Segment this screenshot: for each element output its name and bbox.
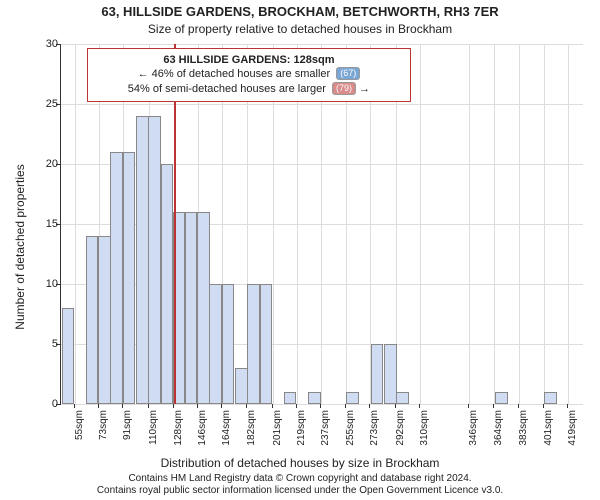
reference-infobox: 63 HILLSIDE GARDENS: 128sqm← 46% of deta… (87, 48, 411, 103)
page-title-line1: 63, HILLSIDE GARDENS, BROCKHAM, BETCHWOR… (0, 4, 600, 19)
xtick-mark (518, 404, 519, 408)
histogram-bar (209, 284, 221, 404)
xtick-mark (320, 404, 321, 408)
histogram-bar (197, 212, 209, 404)
xtick-label: 164sqm (221, 410, 232, 458)
gridline-x (568, 44, 569, 404)
xtick-mark (369, 404, 370, 408)
histogram-bar (136, 116, 148, 404)
ytick-label: 15 (36, 218, 58, 230)
xtick-label: 383sqm (518, 410, 529, 458)
histogram-bar (148, 116, 160, 404)
y-axis-label: Number of detached properties (13, 137, 27, 357)
histogram-bar (86, 236, 98, 404)
xtick-label: 237sqm (320, 410, 331, 458)
xtick-label: 110sqm (148, 410, 159, 458)
xtick-label: 146sqm (197, 410, 208, 458)
xtick-mark (98, 404, 99, 408)
histogram-bar (247, 284, 259, 404)
gridline-x (75, 44, 76, 404)
xtick-mark (246, 404, 247, 408)
xtick-mark (74, 404, 75, 408)
license-line1: Contains HM Land Registry data © Crown c… (128, 473, 471, 484)
xtick-label: 55sqm (74, 410, 85, 458)
xtick-mark (493, 404, 494, 408)
histogram-plot-area: 63 HILLSIDE GARDENS: 128sqm← 46% of deta… (60, 44, 583, 405)
histogram-bar (260, 284, 272, 404)
histogram-bar (62, 308, 74, 404)
ytick-label: 30 (36, 38, 58, 50)
license-line2: Contains royal public sector information… (97, 485, 503, 496)
xtick-label: 219sqm (296, 410, 307, 458)
infobox-title: 63 HILLSIDE GARDENS: 128sqm (96, 53, 402, 68)
xtick-mark (345, 404, 346, 408)
infobox-smaller-line: ← 46% of detached houses are smaller (67… (96, 67, 402, 82)
histogram-bar (185, 212, 197, 404)
gridline-x (544, 44, 545, 404)
gridline-x (494, 44, 495, 404)
ytick-label: 0 (36, 398, 58, 410)
xtick-mark (419, 404, 420, 408)
ytick-label: 10 (36, 278, 58, 290)
histogram-bar (371, 344, 383, 404)
ytick-label: 25 (36, 98, 58, 110)
xtick-label: 91sqm (122, 410, 133, 458)
xtick-label: 419sqm (567, 410, 578, 458)
histogram-bar (123, 152, 135, 404)
xtick-label: 73sqm (98, 410, 109, 458)
histogram-bar (384, 344, 396, 404)
histogram-bar (110, 152, 122, 404)
histogram-bar (222, 284, 234, 404)
xtick-label: 401sqm (543, 410, 554, 458)
infobox-smaller-badge: (67) (336, 67, 360, 80)
histogram-bar (308, 392, 320, 404)
infobox-larger-line: 54% of semi-detached houses are larger (… (96, 82, 402, 97)
xtick-mark (543, 404, 544, 408)
histogram-bar (495, 392, 507, 404)
xtick-mark (395, 404, 396, 408)
xtick-mark (148, 404, 149, 408)
xtick-mark (567, 404, 568, 408)
xtick-mark (272, 404, 273, 408)
infobox-larger-badge: (79) (332, 82, 356, 95)
xtick-label: 201sqm (272, 410, 283, 458)
gridline-x (420, 44, 421, 404)
histogram-bar (235, 368, 247, 404)
gridline-x (469, 44, 470, 404)
gridline-x (519, 44, 520, 404)
xtick-label: 364sqm (493, 410, 504, 458)
ytick-label: 20 (36, 158, 58, 170)
x-axis-label: Distribution of detached houses by size … (0, 456, 600, 470)
xtick-label: 292sqm (395, 410, 406, 458)
gridline-y (61, 404, 583, 405)
page-title-line2: Size of property relative to detached ho… (0, 22, 600, 36)
xtick-mark (221, 404, 222, 408)
xtick-label: 128sqm (173, 410, 184, 458)
xtick-label: 310sqm (419, 410, 430, 458)
xtick-mark (296, 404, 297, 408)
xtick-label: 255sqm (345, 410, 356, 458)
xtick-mark (173, 404, 174, 408)
histogram-bar (161, 164, 173, 404)
xtick-mark (122, 404, 123, 408)
license-text: Contains HM Land Registry data © Crown c… (0, 473, 600, 497)
histogram-bar (284, 392, 296, 404)
xtick-mark (197, 404, 198, 408)
histogram-bar (544, 392, 556, 404)
xtick-label: 346sqm (468, 410, 479, 458)
xtick-mark (468, 404, 469, 408)
xtick-label: 273sqm (369, 410, 380, 458)
histogram-bar (346, 392, 358, 404)
xtick-label: 182sqm (246, 410, 257, 458)
histogram-bar (98, 236, 110, 404)
histogram-bar (396, 392, 408, 404)
ytick-label: 5 (36, 338, 58, 350)
